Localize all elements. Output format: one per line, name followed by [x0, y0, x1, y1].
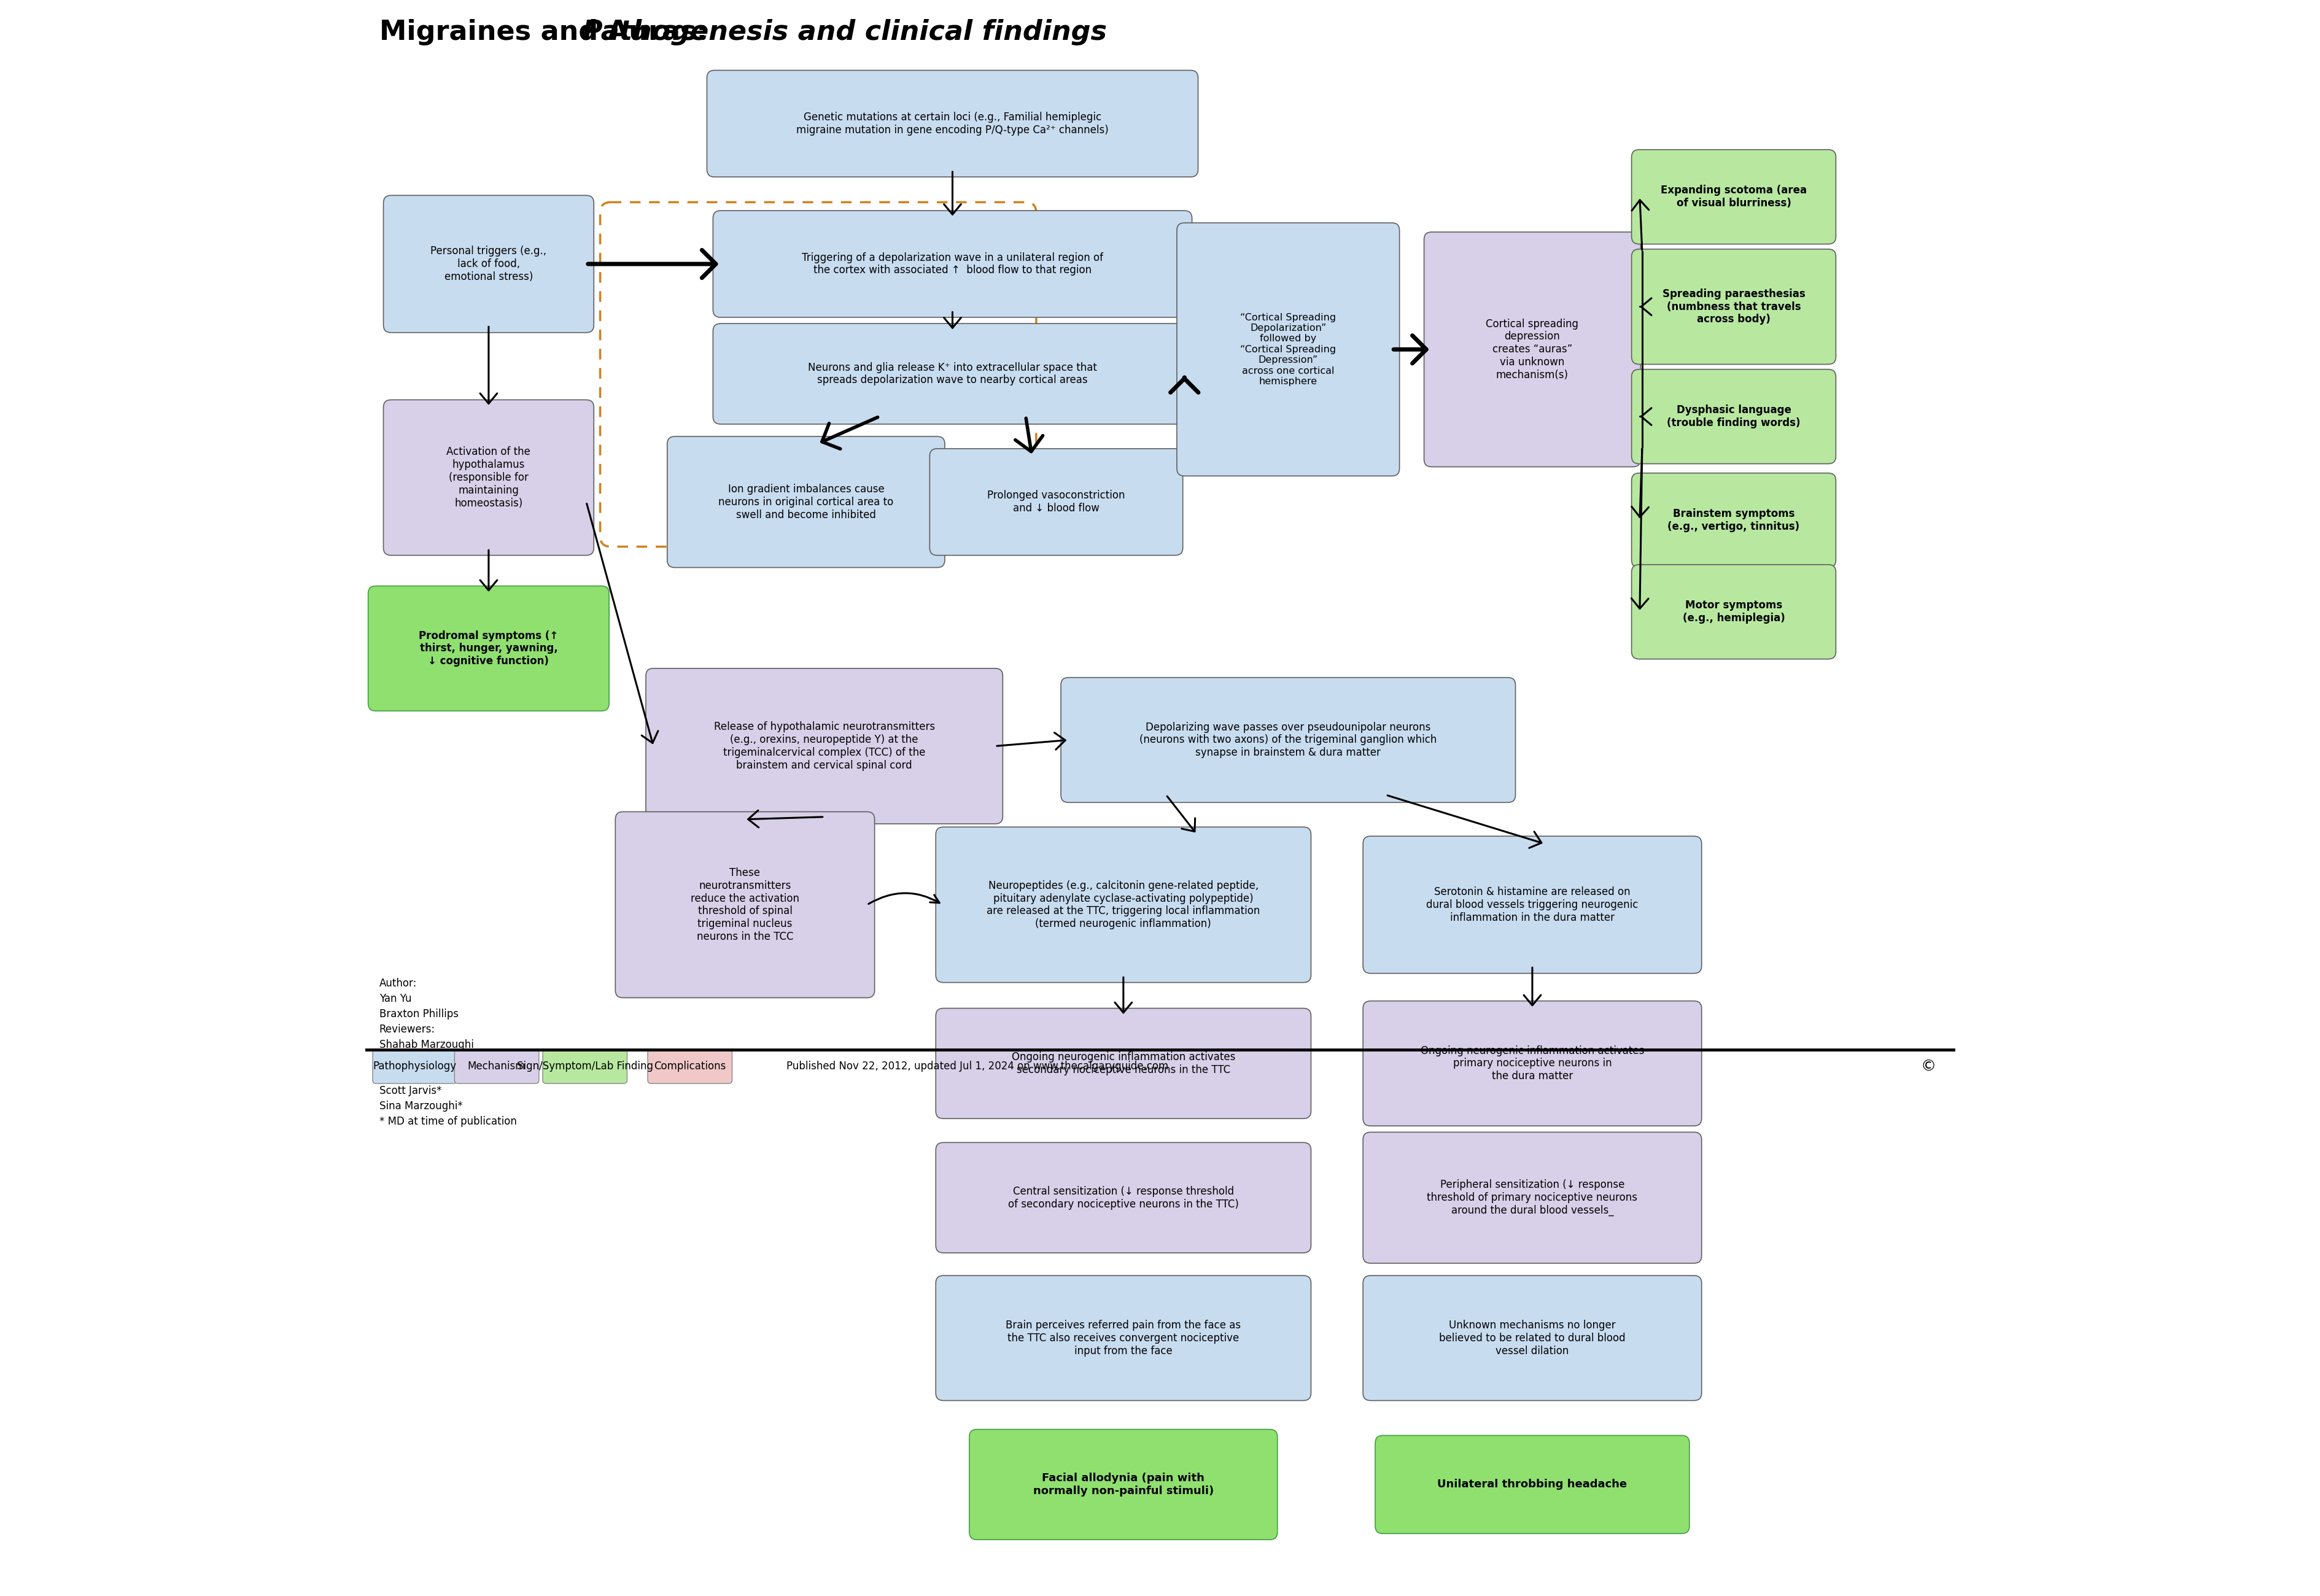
FancyBboxPatch shape — [1364, 1275, 1701, 1401]
FancyBboxPatch shape — [712, 324, 1192, 425]
Text: Brainstem symptoms
(e.g., vertigo, tinnitus): Brainstem symptoms (e.g., vertigo, tinni… — [1668, 509, 1800, 531]
Text: Motor symptoms
(e.g., hemiplegia): Motor symptoms (e.g., hemiplegia) — [1682, 600, 1784, 624]
Text: ©: © — [1921, 1060, 1935, 1074]
Text: Release of hypothalamic neurotransmitters
(e.g., orexins, neuropeptide Y) at the: Release of hypothalamic neurotransmitter… — [715, 721, 935, 771]
FancyBboxPatch shape — [383, 195, 594, 332]
FancyBboxPatch shape — [1631, 565, 1835, 659]
FancyBboxPatch shape — [647, 1050, 733, 1084]
FancyBboxPatch shape — [383, 401, 594, 555]
FancyBboxPatch shape — [935, 1009, 1311, 1119]
FancyBboxPatch shape — [930, 448, 1183, 555]
Text: Central sensitization (↓ response threshold
of secondary nociceptive neurons in : Central sensitization (↓ response thresh… — [1007, 1186, 1239, 1210]
Text: Migraines and Auras:: Migraines and Auras: — [378, 19, 717, 45]
Text: Facial allodynia (pain with
normally non-painful stimuli): Facial allodynia (pain with normally non… — [1032, 1473, 1213, 1497]
FancyBboxPatch shape — [1364, 1132, 1701, 1262]
FancyBboxPatch shape — [970, 1430, 1278, 1540]
Text: Genetic mutations at certain loci (e.g., Familial hemiplegic
migraine mutation i: Genetic mutations at certain loci (e.g.,… — [796, 112, 1109, 136]
FancyBboxPatch shape — [935, 1143, 1311, 1253]
FancyBboxPatch shape — [615, 812, 875, 998]
Text: Mechanism: Mechanism — [469, 1061, 527, 1073]
Text: Dysphasic language
(trouble finding words): Dysphasic language (trouble finding word… — [1668, 405, 1800, 428]
Text: Neuropeptides (e.g., calcitonin gene-related peptide,
pituitary adenylate cyclas: Neuropeptides (e.g., calcitonin gene-rel… — [986, 879, 1260, 929]
Text: Author:
Yan Yu
Braxton Phillips
Reviewers:
Shahab Marzoughi
Owen Stechishin
Dust: Author: Yan Yu Braxton Phillips Reviewer… — [378, 978, 517, 1127]
FancyBboxPatch shape — [935, 827, 1311, 983]
FancyBboxPatch shape — [1631, 150, 1835, 244]
FancyBboxPatch shape — [1631, 472, 1835, 568]
FancyBboxPatch shape — [369, 586, 610, 710]
FancyBboxPatch shape — [645, 669, 1002, 824]
Text: Ongoing neurogenic inflammation activates
secondary nociceptive neurons in the T: Ongoing neurogenic inflammation activate… — [1012, 1052, 1234, 1076]
Text: Sign/Symptom/Lab Finding: Sign/Symptom/Lab Finding — [517, 1061, 652, 1073]
FancyBboxPatch shape — [374, 1050, 457, 1084]
Text: Pathogenesis and clinical findings: Pathogenesis and clinical findings — [582, 19, 1107, 45]
Text: “Cortical Spreading
Depolarization”
followed by
“Cortical Spreading
Depression”
: “Cortical Spreading Depolarization” foll… — [1241, 313, 1336, 386]
Text: Unknown mechanisms no longer
believed to be related to dural blood
vessel dilati: Unknown mechanisms no longer believed to… — [1438, 1320, 1626, 1357]
Text: Ongoing neurogenic inflammation activates
primary nociceptive neurons in
the dur: Ongoing neurogenic inflammation activate… — [1420, 1045, 1645, 1082]
Text: Cortical spreading
depression
creates “auras”
via unknown
mechanism(s): Cortical spreading depression creates “a… — [1485, 318, 1578, 380]
Text: Serotonin & histamine are released on
dural blood vessels triggering neurogenic
: Serotonin & histamine are released on du… — [1427, 886, 1638, 922]
Text: Pathophysiology: Pathophysiology — [374, 1061, 457, 1073]
FancyBboxPatch shape — [1424, 231, 1640, 466]
FancyBboxPatch shape — [455, 1050, 538, 1084]
FancyBboxPatch shape — [1631, 369, 1835, 464]
Text: Triggering of a depolarization wave in a unilateral region of
the cortex with as: Triggering of a depolarization wave in a… — [803, 252, 1104, 276]
FancyBboxPatch shape — [543, 1050, 626, 1084]
Text: Brain perceives referred pain from the face as
the TTC also receives convergent : Brain perceives referred pain from the f… — [1007, 1320, 1241, 1357]
Text: Personal triggers (e.g.,
lack of food,
emotional stress): Personal triggers (e.g., lack of food, e… — [432, 246, 548, 282]
Text: These
neurotransmitters
reduce the activation
threshold of spinal
trigeminal nuc: These neurotransmitters reduce the activ… — [691, 867, 800, 942]
Text: Unilateral throbbing headache: Unilateral throbbing headache — [1438, 1479, 1626, 1491]
FancyBboxPatch shape — [712, 211, 1192, 318]
FancyBboxPatch shape — [1060, 678, 1515, 803]
FancyBboxPatch shape — [1631, 249, 1835, 364]
Text: Ion gradient imbalances cause
neurons in original cortical area to
swell and bec: Ion gradient imbalances cause neurons in… — [719, 484, 893, 520]
Text: Neurons and glia release K⁺ into extracellular space that
spreads depolarization: Neurons and glia release K⁺ into extrace… — [807, 362, 1097, 386]
FancyBboxPatch shape — [1176, 223, 1399, 476]
Text: Spreading paraesthesias
(numbness that travels
across body): Spreading paraesthesias (numbness that t… — [1661, 289, 1805, 326]
Text: Legend:: Legend: — [378, 1061, 434, 1073]
FancyBboxPatch shape — [1364, 1001, 1701, 1125]
FancyBboxPatch shape — [708, 70, 1197, 177]
Text: Published Nov 22, 2012, updated Jul 1, 2024 on www.thecalgaryguide.com: Published Nov 22, 2012, updated Jul 1, 2… — [786, 1061, 1169, 1073]
Text: Prolonged vasoconstriction
and ↓ blood flow: Prolonged vasoconstriction and ↓ blood f… — [988, 490, 1125, 514]
Text: Expanding scotoma (area
of visual blurriness): Expanding scotoma (area of visual blurri… — [1661, 185, 1807, 209]
FancyBboxPatch shape — [668, 436, 944, 568]
FancyBboxPatch shape — [1364, 836, 1701, 974]
Text: Complications: Complications — [654, 1061, 726, 1073]
FancyBboxPatch shape — [1376, 1435, 1689, 1534]
Text: Depolarizing wave passes over pseudounipolar neurons
(neurons with two axons) of: Depolarizing wave passes over pseudounip… — [1139, 721, 1436, 758]
FancyBboxPatch shape — [935, 1275, 1311, 1401]
Text: Peripheral sensitization (↓ response
threshold of primary nociceptive neurons
ar: Peripheral sensitization (↓ response thr… — [1427, 1179, 1638, 1216]
Text: Prodromal symptoms (↑
thirst, hunger, yawning,
↓ cognitive function): Prodromal symptoms (↑ thirst, hunger, ya… — [420, 630, 559, 667]
Text: Activation of the
hypothalamus
(responsible for
maintaining
homeostasis): Activation of the hypothalamus (responsi… — [448, 447, 531, 509]
